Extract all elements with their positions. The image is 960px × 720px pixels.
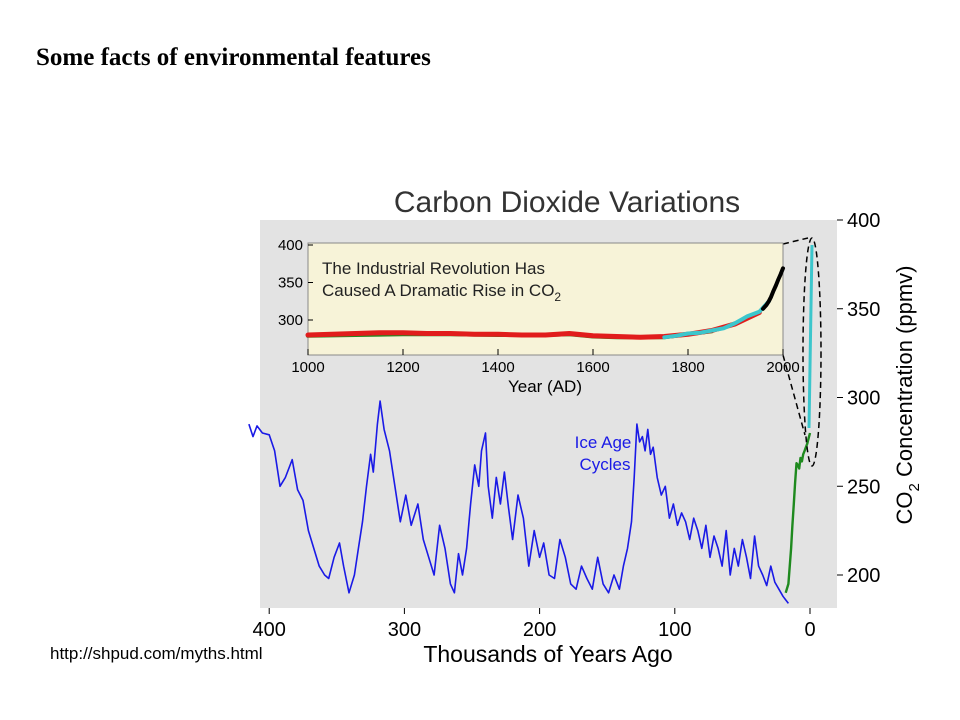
inset-annotation-line2: Caused A Dramatic Rise in CO2 <box>322 281 561 304</box>
zoom-connector <box>782 237 822 467</box>
main-y-tick-label: 250 <box>847 476 880 498</box>
zoom-ellipse <box>802 237 822 467</box>
inset-series-line-3 <box>662 299 771 340</box>
main-x-tick-label: 200 <box>523 619 556 641</box>
inset-annotation-line1: The Industrial Revolution Has <box>322 259 545 278</box>
inset-y-tick-label: 400 <box>278 237 303 254</box>
inset-series-group <box>305 266 785 340</box>
inset-x-tick-label: 2000 <box>766 359 799 376</box>
inset-series-line-4 <box>761 266 785 311</box>
zoom-connector-upper <box>782 237 809 245</box>
inset-x-axis-label: Year (AD) <box>508 377 582 396</box>
inset-annotation-subscript: 2 <box>554 290 561 304</box>
main-y-tick-label: 400 <box>847 210 880 232</box>
main-series-line-1 <box>248 400 790 604</box>
inset-x-tick-label: 1400 <box>481 359 514 376</box>
main-x-tick-label: 400 <box>253 619 286 641</box>
main-x-tick-label: 0 <box>804 619 815 641</box>
inset-x-tick-label: 1600 <box>576 359 609 376</box>
main-x-tick-label: 300 <box>388 619 421 641</box>
y-axis-label-tail: Concentration (ppmv) <box>892 266 917 484</box>
slide-title: Some facts of environmental features <box>36 44 431 71</box>
main-y-tick-label: 300 <box>847 388 880 410</box>
y-axis-label-subscript: 2 <box>906 483 923 491</box>
inset-annotation-line2-text: Caused A Dramatic Rise in CO <box>322 281 554 300</box>
ice-age-annotation-line2: Cycles <box>579 455 630 474</box>
inset-x-tick-label: 1800 <box>671 359 704 376</box>
source-url: http://shpud.com/myths.html <box>50 644 263 663</box>
main-y-tick-label: 200 <box>847 565 880 587</box>
inset-x-tick-label: 1000 <box>291 359 324 376</box>
main-x-axis-label: Thousands of Years Ago <box>423 641 672 667</box>
ice-age-annotation-line1: Ice Age <box>575 433 632 452</box>
inset-y-tick-label: 350 <box>278 275 303 292</box>
inset-axis-ticks: 1000 1200 1400 1600 1800 2000 300 350 400 <box>278 237 800 376</box>
main-x-tick-label: 100 <box>658 619 691 641</box>
main-series-group <box>248 400 812 604</box>
inset-y-tick-label: 300 <box>278 312 303 329</box>
chart-title: Carbon Dioxide Variations <box>394 186 740 219</box>
main-y-axis-label: CO2 Concentration (ppmv) <box>892 266 923 525</box>
zoom-cyan-segment <box>807 244 814 429</box>
main-y-tick-label: 350 <box>847 299 880 321</box>
zoom-connector-lower <box>782 354 806 436</box>
main-series-line-2 <box>784 432 812 594</box>
inset-x-tick-label: 1200 <box>386 359 419 376</box>
y-axis-label-co: CO <box>892 492 917 525</box>
